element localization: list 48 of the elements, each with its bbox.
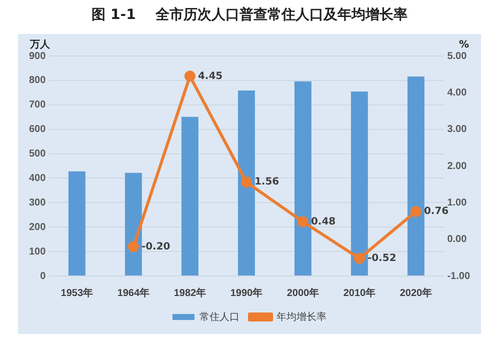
legend-label: 常住人口: [200, 310, 240, 323]
chart-title: 图 1-1 全市历次人口普查常住人口及年均增长率: [90, 6, 408, 24]
y-tick-label: 0: [40, 270, 46, 282]
y2-tick-label: 4.00: [447, 87, 468, 98]
y2-tick-label: 3.00: [447, 124, 468, 136]
data-label: 1.56: [254, 176, 280, 188]
bar: [68, 171, 86, 276]
point: [184, 70, 196, 82]
x-tick-label: 1990年: [230, 286, 263, 299]
y-tick-label: 600: [28, 124, 46, 136]
data-label: -0.52: [367, 252, 396, 264]
x-tick-label: 1964年: [117, 286, 150, 299]
point: [240, 176, 252, 188]
bar: [124, 172, 142, 276]
point: [354, 252, 365, 264]
x-tick-label: 2010年: [343, 286, 376, 299]
y-tick-label: 900: [28, 50, 46, 62]
bar: [294, 81, 312, 276]
y2-tick-label: 5.00: [447, 50, 468, 62]
point: [297, 216, 308, 228]
bar: [181, 116, 198, 276]
bar: [407, 76, 424, 276]
y2-tick-label: 1.00: [447, 197, 468, 208]
y2-tick-label: -1.00: [447, 270, 470, 282]
data-label: 0.76: [424, 206, 449, 218]
y-tick-label: 700: [28, 100, 46, 111]
y-tick-label: 800: [28, 75, 46, 86]
y-axis-title: 万人: [29, 38, 51, 51]
y2-axis-title: %: [458, 40, 469, 51]
bar: [238, 90, 255, 276]
point: [410, 206, 422, 217]
bar: [350, 91, 368, 276]
data-label: 4.45: [198, 70, 223, 82]
y2-tick-label: 2.00: [447, 160, 468, 172]
x-tick-label: 2020年: [400, 286, 432, 299]
legend-label: 年均增长率: [276, 310, 326, 323]
point: [128, 241, 139, 252]
data-label: -0.20: [141, 241, 170, 252]
y-tick-label: 200: [28, 222, 46, 233]
data-label: 0.48: [310, 216, 336, 228]
y2-tick-label: 0.00: [447, 234, 468, 246]
y-tick-label: 400: [28, 172, 46, 184]
x-tick-label: 1953年: [60, 286, 94, 299]
y-tick-label: 100: [28, 246, 46, 258]
y-tick-label: 500: [28, 148, 46, 160]
y-tick-label: 300: [28, 197, 46, 208]
x-tick-label: 1982年: [174, 286, 206, 299]
x-tick-label: 2000年: [286, 286, 320, 299]
